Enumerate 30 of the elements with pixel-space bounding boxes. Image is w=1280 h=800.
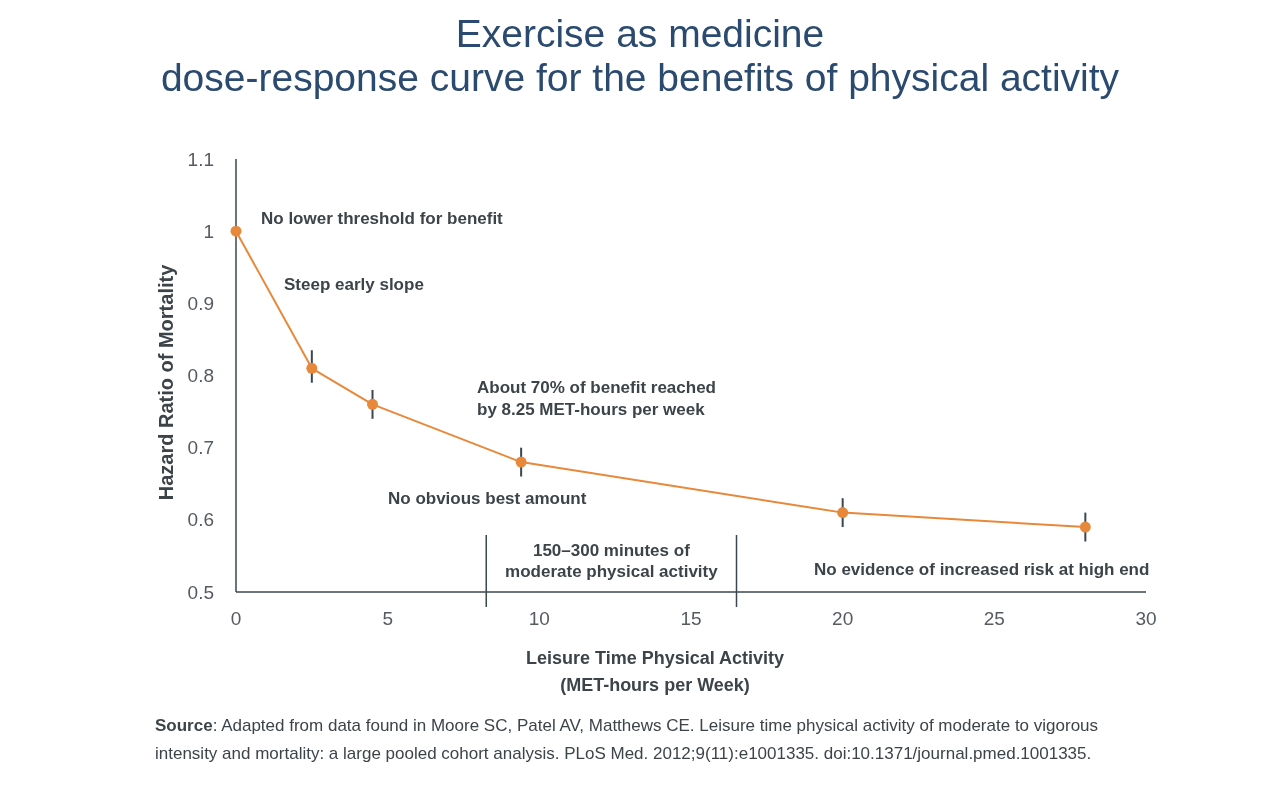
ref-line-label: 150–300 minutes of moderate physical activity xyxy=(505,541,719,581)
point xyxy=(1079,521,1091,533)
point xyxy=(515,456,527,468)
annotation: About 70% of benefit reached by 8.25 MET-hours per week xyxy=(477,377,716,419)
x-axis-title: Leisure Time Physical Activity (MET-hours per Week) xyxy=(525,648,785,695)
x-tick-label: 10 xyxy=(528,608,550,629)
chart-title: Exercise as medicine dose-response curve for the benefits of physical activity xyxy=(160,12,1120,99)
x-tick-label: 15 xyxy=(680,608,702,629)
y-axis-title: Hazard Ratio of Mortality xyxy=(155,263,177,501)
y-tick-label: 1.1 xyxy=(187,148,214,170)
source-note: Source: Adapted from data found in Moore SC, Patel AV, Matthews CE. Leisure time physical activity of moderate to vigorous intensity and mortality: a large pooled cohort analysis. PLoS Med. 2012;9(11):e1001335. doi:10.1371/journal.pmed.1001335. xyxy=(155,716,1099,763)
x-tick-label: 20 xyxy=(832,608,854,629)
point xyxy=(306,362,318,374)
x-tick-label: 30 xyxy=(1135,608,1157,629)
point xyxy=(837,507,849,519)
x-tick-label: 5 xyxy=(382,608,393,629)
point xyxy=(367,398,378,410)
point xyxy=(230,225,242,237)
y-tick-label: 0.9 xyxy=(187,292,214,314)
annotation: No obvious best amount xyxy=(388,488,587,508)
y-tick-label: 0.6 xyxy=(187,509,214,531)
x-tick-label: 0 xyxy=(230,608,242,629)
y-tick-label: 0.8 xyxy=(187,365,214,387)
x-tick-label: 25 xyxy=(983,608,1005,629)
y-tick-label: 0.5 xyxy=(187,581,214,603)
y-tick-label: 0.7 xyxy=(187,437,214,459)
annotation: No lower threshold for benefit xyxy=(261,208,504,228)
annotation: Steep early slope xyxy=(284,274,424,294)
annotation: No evidence of increased risk at high end xyxy=(814,559,1150,579)
y-tick-label: 1 xyxy=(203,220,214,242)
